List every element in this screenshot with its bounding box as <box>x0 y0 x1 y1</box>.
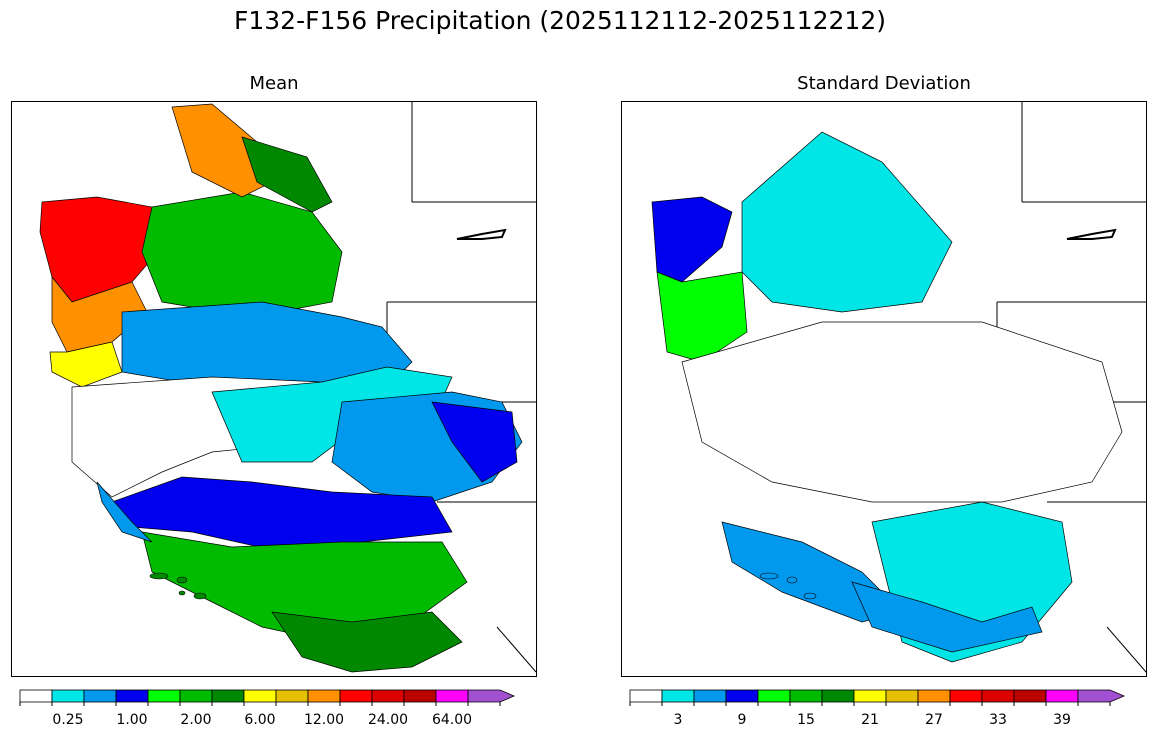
mean-colorbar-label: 2.00 <box>180 712 211 728</box>
std-colorbar-swatch <box>629 689 663 703</box>
std-colorbar-label: 3 <box>674 712 683 728</box>
std-colorbar-label: 21 <box>861 712 879 728</box>
std-region-oregon-coast <box>656 271 748 363</box>
mean-map-svg <box>39 102 536 673</box>
mean-region-socal-coast <box>96 481 153 543</box>
mean-region-colorado-east <box>431 401 518 483</box>
mean-region-sonora <box>271 611 463 673</box>
std-colorbar-swatch <box>853 689 887 703</box>
std-colorbar-swatch <box>757 689 791 703</box>
mean-colorbar-swatch <box>147 689 181 703</box>
mean-colorbar-label: 1.00 <box>116 712 147 728</box>
mean-colorbar: 0.25 1.00 2.00 6.00 12.00 24.00 64.00 <box>19 689 540 739</box>
mean-colorbar-swatch <box>243 689 277 703</box>
std-colorbar-swatch <box>885 689 919 703</box>
std-map-svg <box>651 102 1146 673</box>
std-colorbar-swatch <box>949 689 983 703</box>
std-colorbar-label: 15 <box>797 712 815 728</box>
std-colorbar-swatch <box>1013 689 1047 703</box>
channel-islands <box>149 572 207 600</box>
std-region-interior-northwest <box>741 131 953 313</box>
mean-colorbar-label: 64.00 <box>432 712 472 728</box>
lake-shape <box>1066 228 1117 240</box>
mean-colorbar-swatch <box>435 689 469 703</box>
channel-islands <box>759 572 817 600</box>
mean-colorbar-label: 12.00 <box>304 712 344 728</box>
mean-colorbar-swatch <box>307 689 341 703</box>
mean-colorbar-swatch <box>211 689 245 703</box>
mean-colorbar-swatch <box>115 689 149 703</box>
std-colorbar-swatch <box>1045 689 1079 703</box>
mean-colorbar-swatch <box>19 689 53 703</box>
mean-panel-title: Mean <box>249 73 299 94</box>
std-colorbar-label: 27 <box>925 712 943 728</box>
mean-region-montana-west <box>241 136 333 213</box>
mean-region-oregon-west <box>49 341 123 388</box>
std-colorbar-swatch <box>821 689 855 703</box>
mean-colorbar-swatch <box>339 689 373 703</box>
mean-colorbar-swatch <box>467 689 516 703</box>
mean-region-southern-sierra <box>111 476 453 553</box>
mean-colorbar-label: 0.25 <box>52 712 83 728</box>
mean-colorbar-label: 6.00 <box>244 712 275 728</box>
mean-colorbar-label: 24.00 <box>368 712 408 728</box>
mean-map[interactable] <box>11 101 537 677</box>
lake-shape <box>456 228 507 240</box>
mean-colorbar-swatch <box>371 689 405 703</box>
mean-colorbar-swatch <box>179 689 213 703</box>
mean-colorbar-swatch <box>403 689 437 703</box>
mean-colorbar-svg: 0.25 1.00 2.00 6.00 12.00 24.00 64.00 <box>19 689 516 728</box>
std-colorbar-swatch <box>661 689 695 703</box>
std-map[interactable] <box>621 101 1147 677</box>
std-colorbar-swatch <box>1077 689 1126 703</box>
std-colorbar-label: 33 <box>989 712 1007 728</box>
figure-title: F132-F156 Precipitation (2025112112-2025… <box>233 6 886 35</box>
std-colorbar-label: 9 <box>738 712 747 728</box>
std-region-sonora-border <box>851 581 1043 653</box>
std-colorbar-swatch <box>693 689 727 703</box>
std-panel-title: Standard Deviation <box>797 73 971 94</box>
std-colorbar-swatch <box>917 689 951 703</box>
std-colorbar-swatch <box>789 689 823 703</box>
mean-colorbar-swatch <box>83 689 117 703</box>
std-region-wa-coast <box>651 196 733 283</box>
std-colorbar-label: 39 <box>1053 712 1071 728</box>
mean-colorbar-swatch <box>51 689 85 703</box>
std-colorbar: 3 9 15 21 27 33 39 <box>629 689 1150 739</box>
std-region-great-basin <box>681 321 1123 503</box>
std-colorbar-svg: 3 9 15 21 27 33 39 <box>629 689 1126 728</box>
std-colorbar-swatch <box>725 689 759 703</box>
std-colorbar-swatch <box>981 689 1015 703</box>
mean-colorbar-swatch <box>275 689 309 703</box>
mean-region-northern-idaho <box>141 191 343 318</box>
